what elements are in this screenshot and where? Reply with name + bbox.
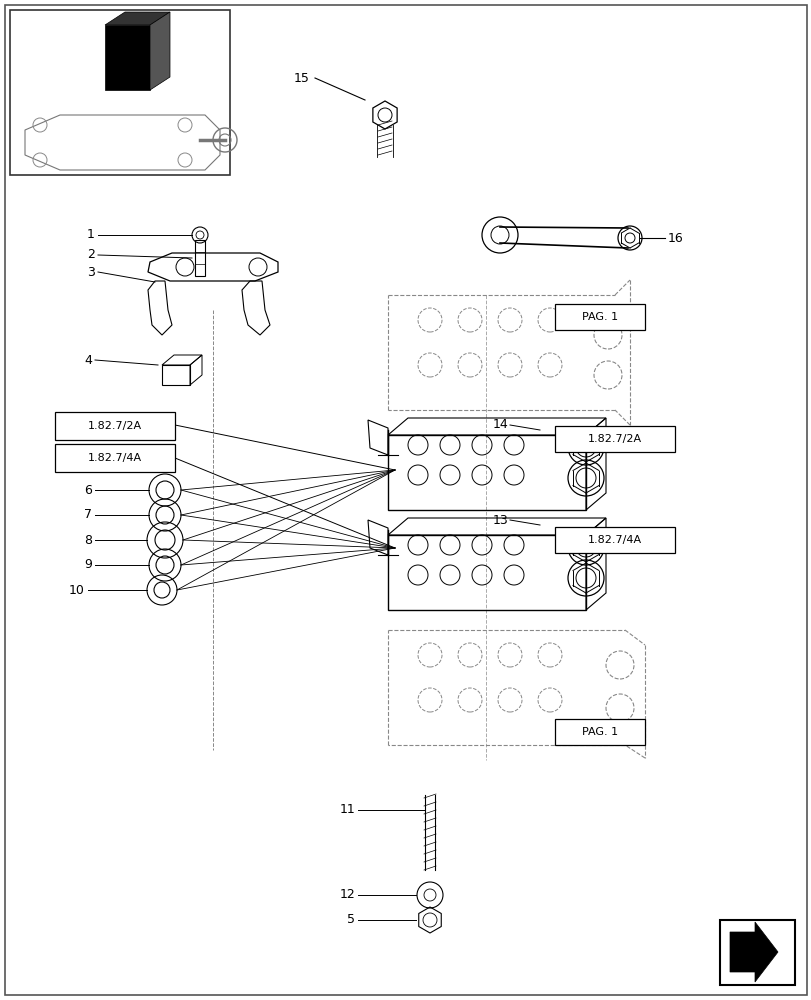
- Bar: [388, 435, 586, 510]
- Bar: [554, 304, 644, 330]
- Text: 11: 11: [339, 803, 354, 816]
- Text: 1.82.7/2A: 1.82.7/2A: [88, 421, 142, 431]
- Text: 12: 12: [339, 888, 354, 902]
- Text: 1.82.7/4A: 1.82.7/4A: [587, 535, 642, 545]
- Text: 2: 2: [87, 248, 95, 261]
- Text: 15: 15: [294, 72, 310, 85]
- Text: 1.82.7/4A: 1.82.7/4A: [88, 453, 142, 463]
- Bar: [719, 920, 794, 985]
- Text: 14: 14: [491, 418, 508, 432]
- Text: 5: 5: [346, 913, 354, 926]
- Bar: [554, 527, 674, 553]
- Polygon shape: [105, 25, 150, 90]
- Text: 6: 6: [84, 484, 92, 496]
- Text: 1: 1: [87, 229, 95, 241]
- Bar: [162, 365, 190, 385]
- Text: 1.82.7/2A: 1.82.7/2A: [587, 434, 642, 444]
- Text: 7: 7: [84, 508, 92, 522]
- Text: 13: 13: [491, 514, 508, 526]
- Bar: [554, 426, 674, 452]
- Text: PAG. 1: PAG. 1: [581, 727, 617, 737]
- Text: 10: 10: [69, 584, 85, 596]
- Text: 3: 3: [87, 265, 95, 278]
- Polygon shape: [105, 12, 169, 25]
- Text: 4: 4: [84, 354, 92, 366]
- Text: 9: 9: [84, 558, 92, 572]
- Bar: [55, 412, 175, 440]
- Text: 16: 16: [667, 232, 683, 244]
- Bar: [554, 719, 644, 745]
- Text: PAG. 1: PAG. 1: [581, 312, 617, 322]
- Polygon shape: [150, 12, 169, 90]
- Bar: [388, 535, 586, 610]
- Polygon shape: [729, 922, 777, 982]
- Bar: [55, 444, 175, 472]
- Bar: [195, 240, 204, 276]
- Bar: [10, 10, 230, 175]
- Text: 8: 8: [84, 534, 92, 546]
